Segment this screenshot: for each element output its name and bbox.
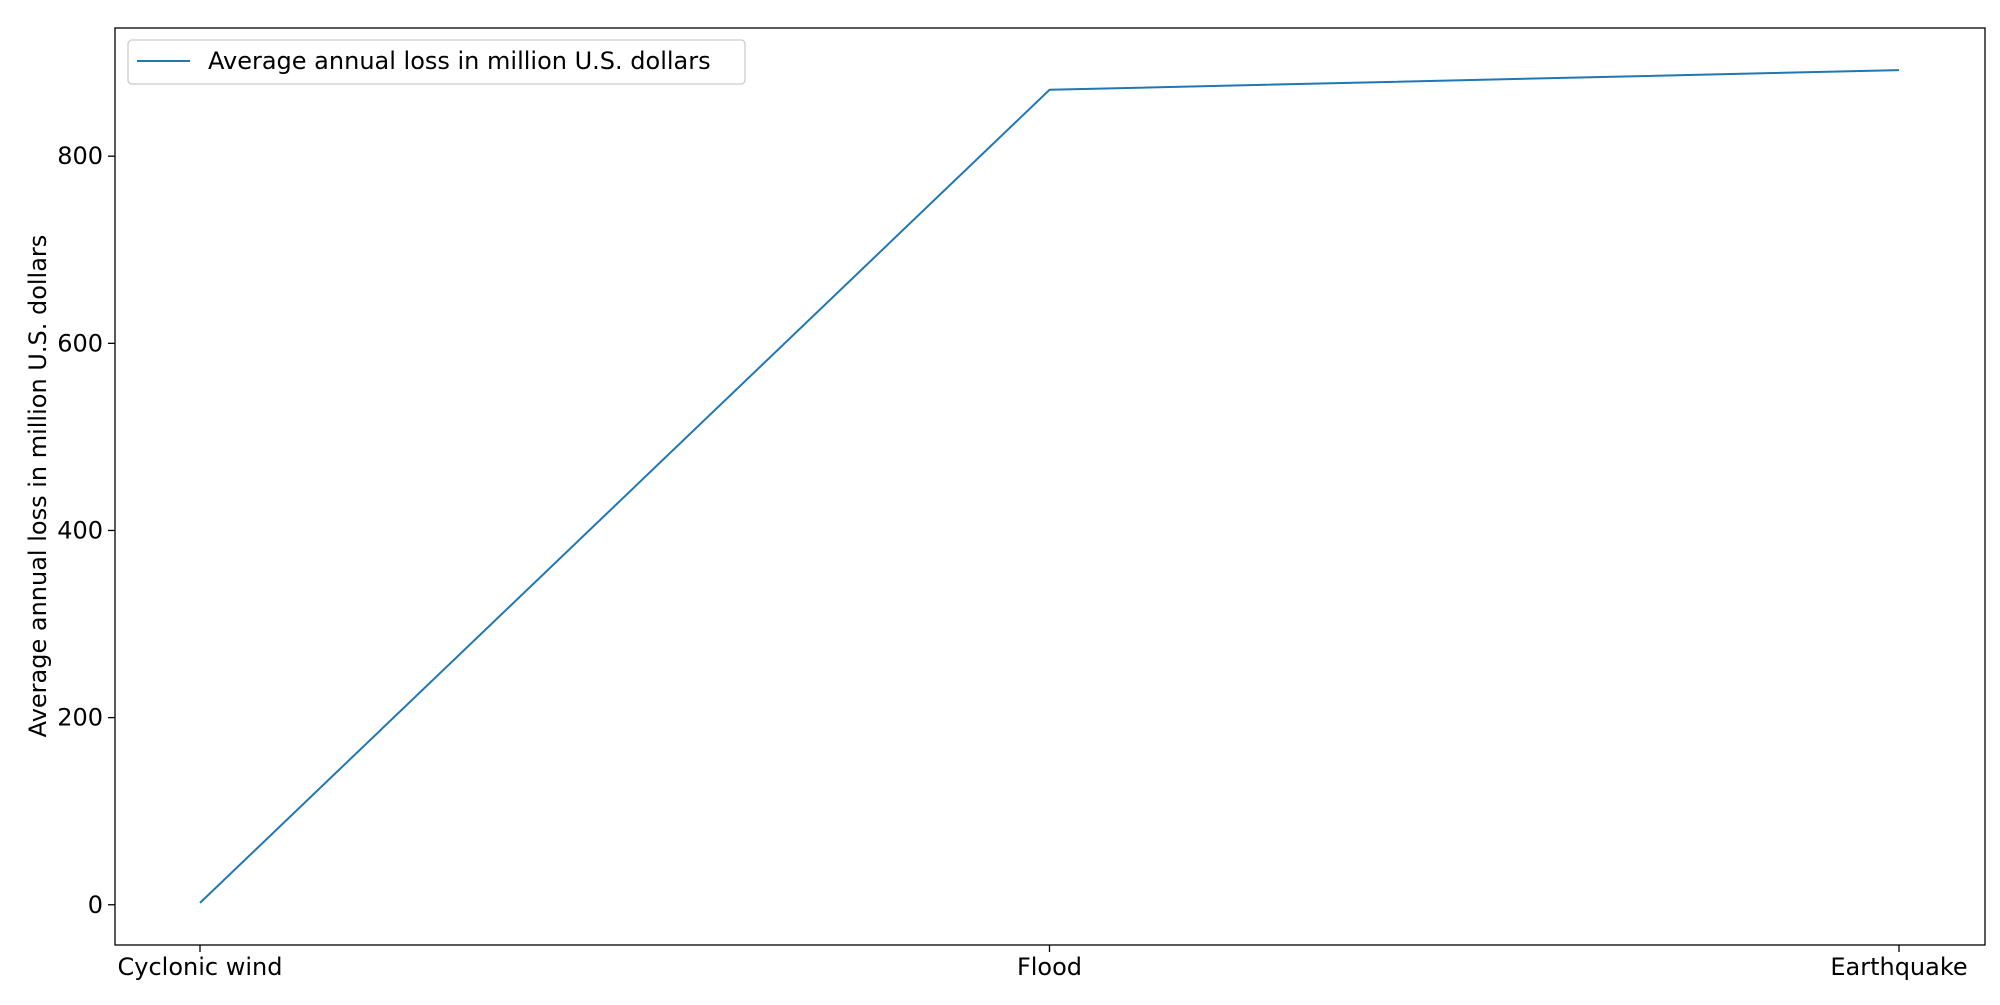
y-axis-ticks: 0 200 400 600 800 xyxy=(57,142,115,919)
y-tick-label: 200 xyxy=(57,704,103,732)
y-tick-label: 0 xyxy=(88,891,103,919)
x-axis-ticks: Cyclonic wind Flood Earthquake xyxy=(118,945,1968,981)
x-tick-label: Cyclonic wind xyxy=(118,953,283,981)
plot-area xyxy=(115,28,1985,945)
x-tick-label: Flood xyxy=(1017,953,1082,981)
x-tick-label: Earthquake xyxy=(1830,953,1967,981)
y-axis-label: Average annual loss in million U.S. doll… xyxy=(24,235,52,738)
legend: Average annual loss in million U.S. doll… xyxy=(128,40,745,84)
y-tick-label: 600 xyxy=(57,329,103,357)
y-tick-label: 400 xyxy=(57,516,103,544)
legend-entry-label: Average annual loss in million U.S. doll… xyxy=(208,47,711,75)
y-tick-label: 800 xyxy=(57,142,103,170)
